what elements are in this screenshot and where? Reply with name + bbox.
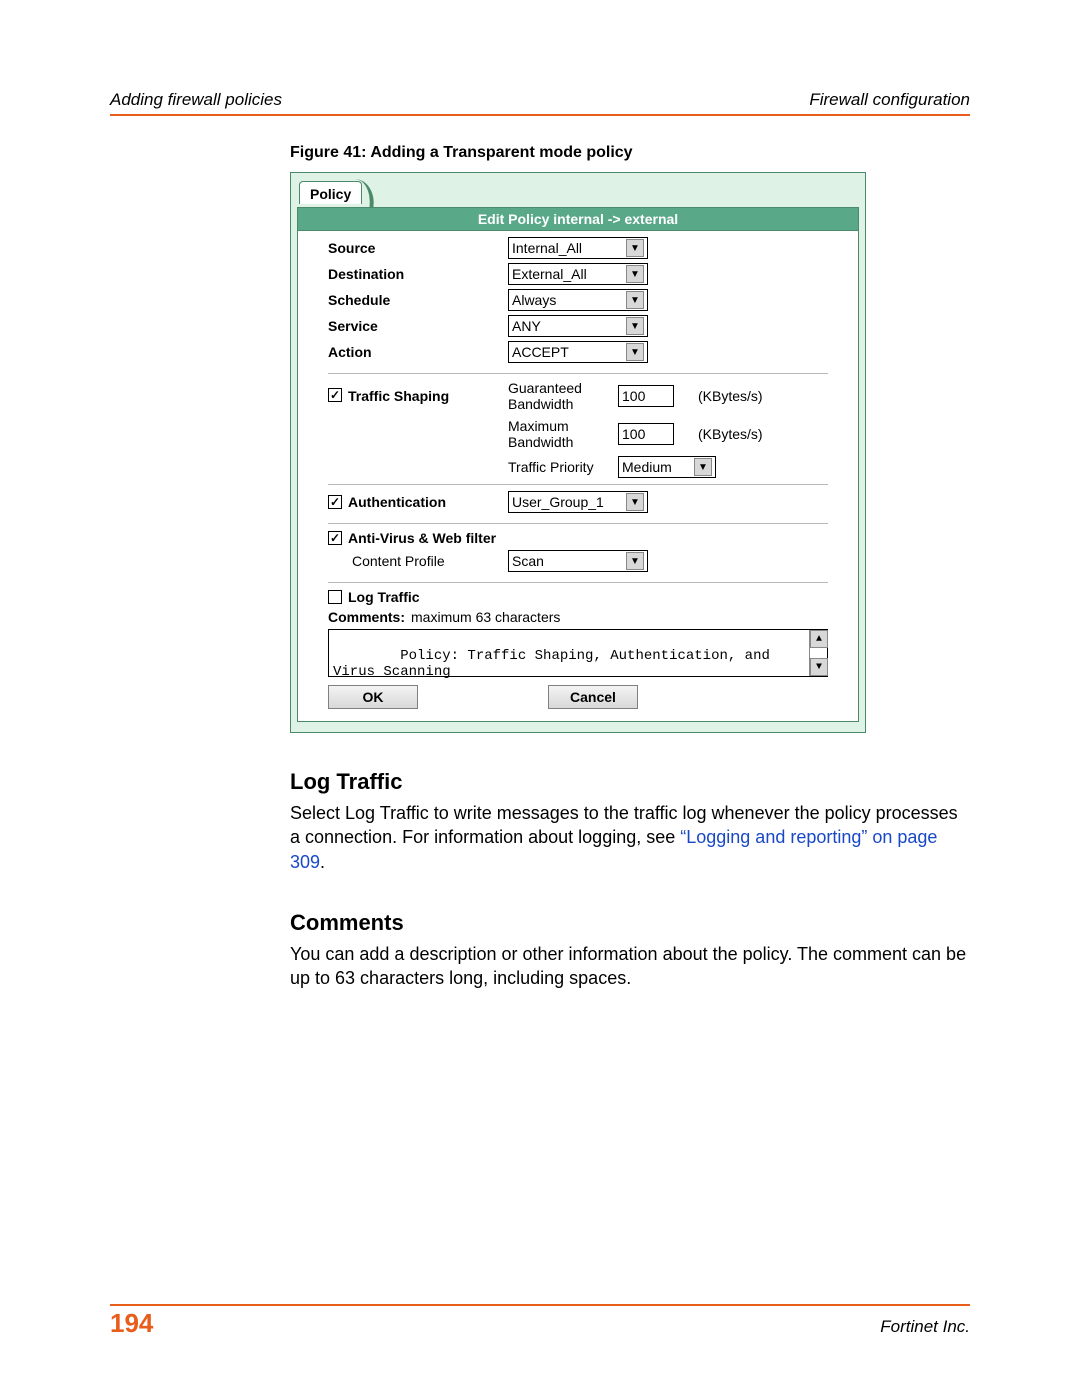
authentication-checkbox[interactable]: ✓ <box>328 495 342 509</box>
traffic-shaping-checkbox[interactable]: ✓ <box>328 388 342 402</box>
log-traffic-heading: Log Traffic <box>290 769 970 795</box>
comments-value: Policy: Traffic Shaping, Authentication,… <box>333 648 778 680</box>
chevron-down-icon: ▼ <box>626 317 644 335</box>
guaranteed-bw-value: 100 <box>622 388 645 404</box>
service-value: ANY <box>512 318 541 334</box>
comments-paragraph: You can add a description or other infor… <box>290 942 970 991</box>
content-profile-value: Scan <box>512 553 544 569</box>
maximum-bw-value: 100 <box>622 426 645 442</box>
traffic-priority-value: Medium <box>622 459 672 475</box>
authentication-label: Authentication <box>348 494 446 510</box>
edit-policy-panel: Edit Policy internal -> external Source … <box>297 207 859 722</box>
destination-label: Destination <box>328 266 508 282</box>
panel-title: Edit Policy internal -> external <box>298 208 858 231</box>
maximum-bw-input[interactable]: 100 <box>618 423 674 445</box>
header-right: Firewall configuration <box>809 90 970 110</box>
tab-bar: Policy <box>291 173 865 207</box>
guaranteed-bw-input[interactable]: 100 <box>618 385 674 407</box>
chevron-down-icon: ▼ <box>626 239 644 257</box>
chevron-down-icon: ▼ <box>626 265 644 283</box>
av-webfilter-section: ✓ Anti-Virus & Web filter Content Profil… <box>328 530 828 583</box>
schedule-value: Always <box>512 292 556 308</box>
comments-label: Comments: <box>328 609 405 625</box>
content-profile-select[interactable]: Scan ▼ <box>508 550 648 572</box>
footer-right: Fortinet Inc. <box>880 1317 970 1337</box>
header-rule <box>110 114 970 116</box>
scroll-up-icon[interactable]: ▲ <box>810 630 828 648</box>
content-profile-label: Content Profile <box>328 553 508 569</box>
page-number: 194 <box>110 1308 153 1339</box>
guaranteed-bw-unit: (KBytes/s) <box>698 388 774 404</box>
service-label: Service <box>328 318 508 334</box>
chevron-down-icon: ▼ <box>626 552 644 570</box>
comments-heading: Comments <box>290 910 970 936</box>
basic-fields-section: Source Internal_All ▼ Destination Extern… <box>328 237 828 374</box>
scrollbar[interactable]: ▲ ▼ <box>809 630 827 676</box>
guaranteed-bw-label: Guaranteed Bandwidth <box>508 380 618 412</box>
chevron-down-icon: ▼ <box>626 493 644 511</box>
chevron-down-icon: ▼ <box>626 291 644 309</box>
log-comments-section: Log Traffic Comments: maximum 63 charact… <box>328 589 828 625</box>
schedule-select[interactable]: Always ▼ <box>508 289 648 311</box>
maximum-bw-unit: (KBytes/s) <box>698 426 774 442</box>
schedule-label: Schedule <box>328 292 508 308</box>
scroll-down-icon[interactable]: ▼ <box>810 658 828 676</box>
header-left: Adding firewall policies <box>110 90 282 110</box>
destination-value: External_All <box>512 266 587 282</box>
log-traffic-checkbox[interactable] <box>328 590 342 604</box>
chevron-down-icon: ▼ <box>626 343 644 361</box>
authentication-value: User_Group_1 <box>512 494 604 510</box>
figure-caption: Figure 41: Adding a Transparent mode pol… <box>290 144 970 162</box>
log-traffic-label: Log Traffic <box>348 589 420 605</box>
log-traffic-paragraph: Select Log Traffic to write messages to … <box>290 801 970 874</box>
log-traffic-text-b: . <box>320 852 325 872</box>
chevron-down-icon: ▼ <box>694 458 712 476</box>
action-select[interactable]: ACCEPT ▼ <box>508 341 648 363</box>
traffic-priority-select[interactable]: Medium ▼ <box>618 456 716 478</box>
destination-select[interactable]: External_All ▼ <box>508 263 648 285</box>
action-label: Action <box>328 344 508 360</box>
tab-swoosh-icon <box>352 179 377 207</box>
comments-textarea[interactable]: Policy: Traffic Shaping, Authentication,… <box>328 629 828 677</box>
traffic-shaping-section: ✓ Traffic Shaping Guaranteed Bandwidth 1… <box>328 380 828 485</box>
comments-hint: maximum 63 characters <box>411 609 560 625</box>
traffic-priority-label: Traffic Priority <box>508 459 618 475</box>
av-webfilter-checkbox[interactable]: ✓ <box>328 531 342 545</box>
av-webfilter-label: Anti-Virus & Web filter <box>348 530 496 546</box>
traffic-shaping-label: Traffic Shaping <box>348 388 449 404</box>
source-value: Internal_All <box>512 240 582 256</box>
maximum-bw-label: Maximum Bandwidth <box>508 418 618 450</box>
footer-rule <box>110 1304 970 1306</box>
policy-screenshot: Policy Edit Policy internal -> external … <box>290 172 866 733</box>
authentication-select[interactable]: User_Group_1 ▼ <box>508 491 648 513</box>
source-label: Source <box>328 240 508 256</box>
service-select[interactable]: ANY ▼ <box>508 315 648 337</box>
cancel-button[interactable]: Cancel <box>548 685 638 709</box>
action-value: ACCEPT <box>512 344 569 360</box>
authentication-section: ✓ Authentication User_Group_1 ▼ <box>328 491 828 524</box>
source-select[interactable]: Internal_All ▼ <box>508 237 648 259</box>
